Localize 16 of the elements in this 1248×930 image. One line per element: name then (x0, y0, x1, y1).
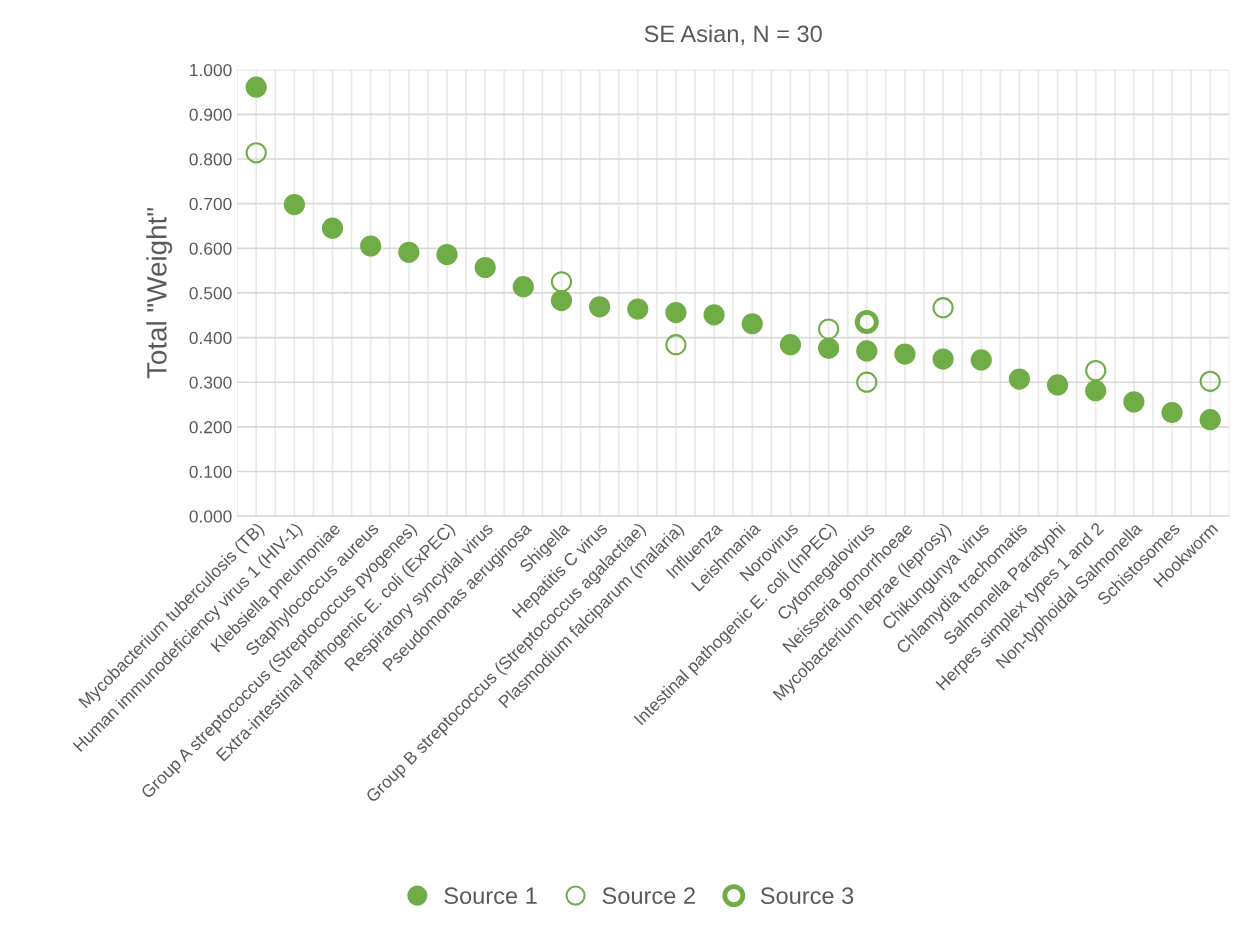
y-tick-label: 0.000 (189, 510, 232, 523)
y-tick-label: 1.000 (190, 63, 232, 77)
legend-label: Source 2 (602, 887, 695, 905)
y-tick-label: 0.400 (189, 331, 232, 345)
y-tick-label: 0.800 (189, 153, 232, 166)
y-tick-label: 0.300 (189, 376, 232, 389)
legend-label: Source 1 (444, 887, 537, 905)
y-tick-label: 0.100 (189, 465, 232, 478)
legend-label: Source 3 (760, 887, 854, 905)
y-tick-label: 0.700 (189, 197, 232, 211)
chart-title: SE Asian, N = 30 (644, 24, 822, 45)
y-tick-label: 0.500 (189, 287, 232, 300)
y-axis-title: Total "Weight" (146, 208, 173, 379)
y-tick-label: 0.900 (189, 108, 232, 121)
y-tick-label: 0.200 (189, 421, 232, 434)
y-tick-label: 0.600 (189, 242, 232, 255)
